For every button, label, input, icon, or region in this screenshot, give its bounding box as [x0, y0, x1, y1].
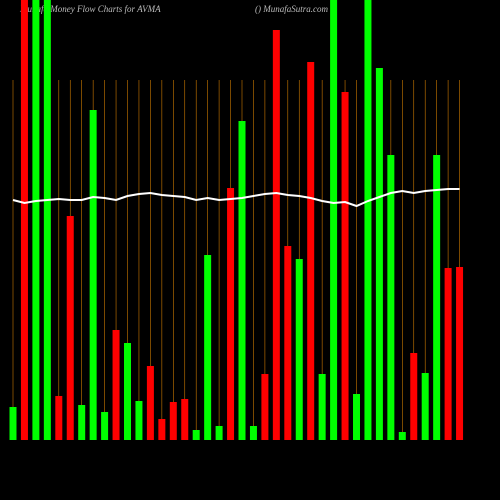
bar — [295, 259, 303, 440]
bar — [101, 412, 109, 440]
bar — [55, 396, 63, 440]
bar — [78, 405, 86, 440]
bar — [375, 68, 383, 440]
bar — [135, 401, 143, 440]
bar — [9, 407, 17, 440]
bar — [421, 373, 429, 440]
bar — [410, 353, 418, 440]
bar — [284, 246, 292, 440]
bar — [272, 30, 280, 440]
bar — [353, 394, 360, 440]
bar — [158, 419, 166, 440]
bar — [249, 426, 257, 440]
bar — [215, 426, 223, 440]
bar — [238, 121, 246, 440]
bar — [398, 432, 406, 440]
bar — [364, 0, 372, 440]
bar — [318, 374, 326, 440]
bar — [43, 0, 51, 440]
chart-subtitle: () MunafaSutra.com — [255, 4, 328, 14]
flow-line — [12, 188, 460, 208]
bar — [204, 255, 212, 440]
bar — [112, 330, 120, 440]
bar — [261, 374, 269, 440]
bar — [20, 0, 28, 440]
bar — [433, 155, 441, 440]
bar — [146, 366, 154, 440]
bar — [307, 62, 315, 440]
bar — [89, 110, 97, 440]
bar — [32, 0, 40, 440]
bar — [330, 0, 338, 440]
bar — [341, 92, 349, 440]
bar — [192, 430, 200, 440]
bar — [66, 216, 74, 440]
bar — [169, 402, 177, 440]
bar — [444, 268, 452, 440]
chart-title: Munafa Money Flow Charts for AVMA — [19, 4, 161, 14]
bar — [124, 343, 131, 440]
bar — [387, 155, 395, 440]
bar — [227, 188, 235, 440]
bar — [456, 267, 464, 440]
bar — [181, 399, 189, 440]
